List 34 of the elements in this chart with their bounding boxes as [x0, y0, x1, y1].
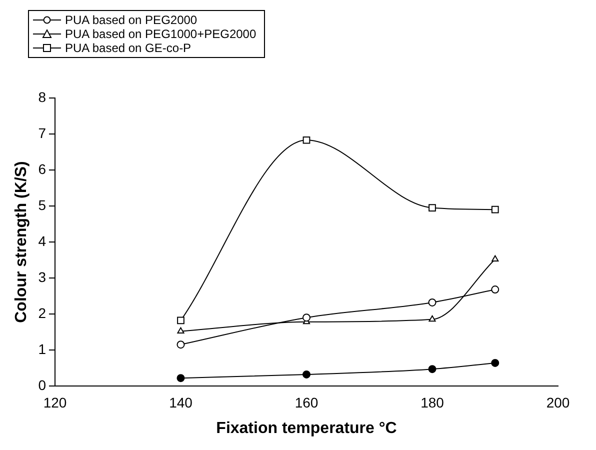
- y-tick-label: 7: [38, 124, 46, 141]
- y-tick-label: 0: [38, 376, 46, 393]
- point: [428, 298, 436, 306]
- x-tick-label: 120: [43, 394, 67, 410]
- point: [177, 327, 184, 334]
- point: [177, 316, 184, 324]
- legend-label: PUA based on GE-co-P: [65, 41, 192, 55]
- point: [492, 255, 499, 262]
- y-axis-title: Colour strength (K/S): [13, 161, 30, 323]
- point: [302, 370, 310, 378]
- x-tick-label: 200: [546, 394, 570, 410]
- y-tick-label: 6: [38, 160, 46, 177]
- legend-label: PUA based on PEG2000: [65, 13, 198, 27]
- y-tick-label: 5: [38, 196, 46, 213]
- point: [491, 286, 500, 294]
- y-tick-label: 4: [38, 232, 46, 249]
- x-axis-title: Fixation temperature °C: [216, 420, 398, 437]
- point: [491, 206, 499, 214]
- y-tick-label: 3: [38, 268, 46, 285]
- point: [428, 315, 436, 322]
- point: [428, 365, 436, 374]
- x-tick-label: 140: [169, 394, 193, 410]
- point: [176, 340, 185, 349]
- x-tick-label: 160: [294, 394, 318, 410]
- point: [302, 136, 310, 144]
- y-tick-label: 1: [38, 340, 46, 357]
- point: [176, 374, 185, 382]
- point: [491, 358, 500, 367]
- point: [428, 204, 436, 212]
- legend-label: PUA based on PEG1000+PEG2000: [65, 27, 256, 41]
- y-tick-label: 2: [38, 304, 46, 321]
- y-tick-label: 8: [38, 88, 46, 105]
- x-tick-label: 180: [420, 394, 444, 410]
- point: [302, 314, 310, 322]
